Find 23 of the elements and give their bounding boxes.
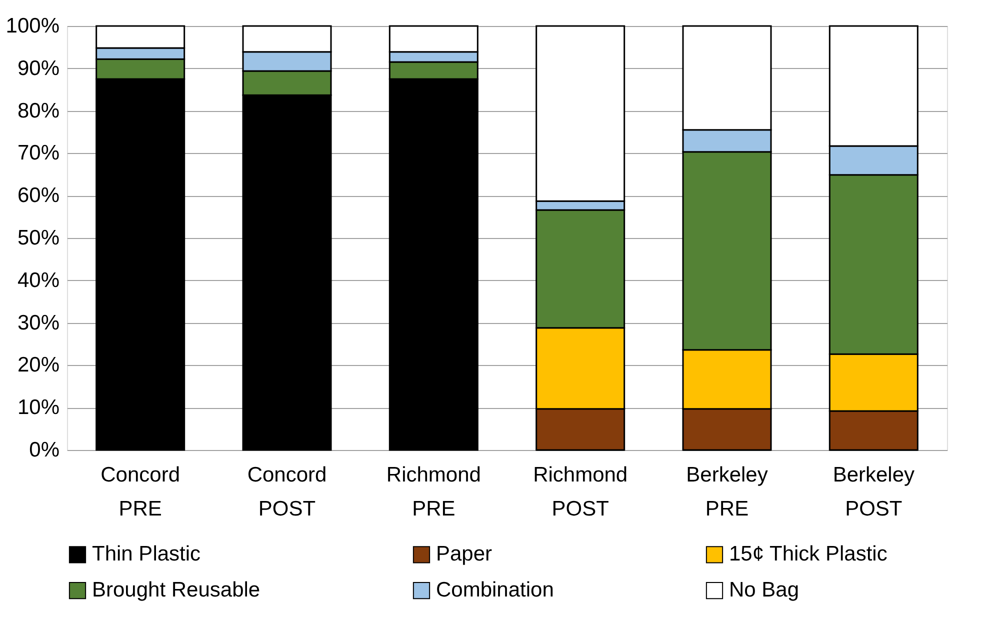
y-tick-label: 70% <box>17 142 60 165</box>
y-tick-label: 50% <box>17 226 60 250</box>
y-tick-label: 40% <box>17 268 60 292</box>
x-tick-label: Concord PRE <box>100 464 180 520</box>
legend-label: Thin Plastic <box>92 542 201 566</box>
x-tick-label: Richmond POST <box>533 464 628 520</box>
y-tick-label: 0% <box>29 438 60 462</box>
legend-label: 15¢ Thick Plastic <box>729 542 888 566</box>
legend-label: No Bag <box>729 578 800 602</box>
x-tick-label: Berkeley PRE <box>686 464 768 520</box>
y-tick-label: 10% <box>17 396 60 420</box>
y-tick-label: 60% <box>17 184 60 208</box>
x-tick-label: Concord POST <box>247 464 327 520</box>
x-tick-label: Berkeley POST <box>832 464 916 520</box>
legend-label: Brought Reusable <box>92 578 260 602</box>
y-tick-label: 90% <box>17 56 60 80</box>
legend-label: Paper <box>436 542 492 566</box>
y-tick-label: 80% <box>17 99 60 122</box>
y-tick-label: 30% <box>17 311 60 334</box>
y-tick-label: 20% <box>17 354 60 377</box>
legend-label: Combination <box>436 578 554 602</box>
y-tick-label: 100% <box>6 14 60 38</box>
x-tick-label: Richmond PRE <box>386 464 481 520</box>
